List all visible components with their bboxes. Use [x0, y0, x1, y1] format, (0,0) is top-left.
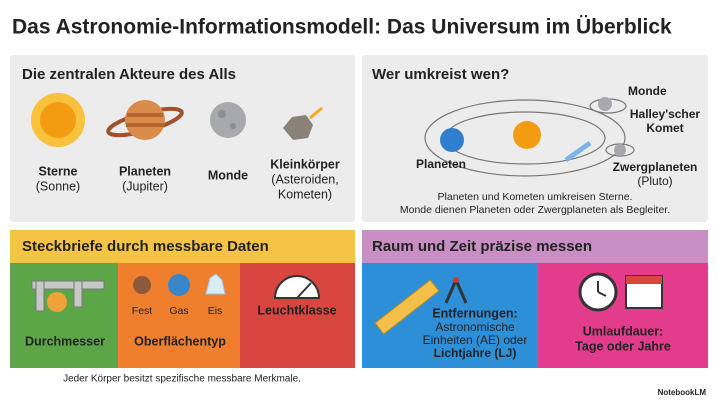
label: Tage oder Jahre: [575, 339, 671, 353]
title: Das Astronomie-Informationsmodell: Das U…: [12, 16, 672, 39]
ruler-icon: [374, 279, 440, 335]
label: Zwergplaneten: [613, 160, 698, 174]
label: Planeten: [416, 157, 466, 171]
footer-strip: [10, 368, 355, 390]
label: Kometen): [278, 187, 332, 201]
solid-icon: [133, 276, 151, 294]
gas-icon: [168, 274, 190, 296]
label: Kleinkörper: [270, 157, 340, 171]
gauge-icon: [273, 275, 321, 299]
caliper-icon: [31, 280, 105, 312]
column: [538, 263, 708, 368]
brand: NotebookLM: [658, 388, 707, 397]
label: Einheiten (AE) oder: [423, 333, 528, 347]
label: Jeder Körper besitzt spezifische messbar…: [63, 374, 301, 385]
label: Halley'scher: [630, 107, 701, 121]
label: Monde: [208, 168, 248, 182]
label: Oberflächentyp: [134, 334, 226, 348]
panel-header: [10, 230, 355, 263]
label: Leuchtklasse: [257, 303, 336, 317]
ice-icon: [205, 273, 226, 295]
profile-labels: Durchmesser Fest Gas Eis Oberflächentyp Leuch…: [25, 303, 337, 384]
label: Fest: [132, 305, 153, 317]
label: Planeten: [119, 164, 171, 178]
label: Planeten und Kometen umkreisen Sterne.: [438, 191, 633, 203]
moon-icon: [210, 102, 246, 138]
column: [10, 263, 118, 368]
jupiter-icon: [106, 100, 184, 140]
dwarf-planet-icon: [614, 144, 626, 156]
panel-header: [362, 230, 708, 263]
clock-icon: [578, 272, 618, 312]
label: (Pluto): [637, 174, 672, 188]
planet-icon: [440, 128, 464, 152]
label: (Jupiter): [122, 179, 168, 193]
comet-icon: [564, 140, 592, 163]
label: Sterne: [39, 164, 78, 178]
panel-heading: Steckbriefe durch messbare Daten: [22, 238, 269, 255]
label: Komet: [646, 121, 683, 135]
label: Umlaufdauer:: [583, 324, 664, 338]
calendar-icon: [625, 275, 663, 309]
label: Monde dienen Planeten oder Zwergplaneten…: [400, 204, 670, 216]
label: Astronomische: [435, 320, 515, 334]
asteroid-icon: [283, 106, 323, 140]
label: Lichtjahre (LJ): [434, 346, 517, 360]
actor-labels: Sterne(Sonne) Planeten(Jupiter) Monde Klein…: [36, 157, 340, 201]
label: Eis: [208, 305, 223, 317]
sun-icon: [31, 93, 85, 147]
panel-heading: Die zentralen Akteure des Alls: [22, 66, 236, 83]
label: Monde: [628, 84, 667, 98]
label: Entfernungen:: [432, 306, 517, 320]
label: Durchmesser: [25, 334, 105, 348]
sun-icon: [513, 121, 541, 149]
moon-icon: [598, 97, 612, 111]
panel: [10, 55, 355, 222]
panel-heading: Wer umkreist wen?: [372, 66, 509, 83]
panel-heading: Raum und Zeit präzise messen: [372, 238, 592, 255]
compass-icon: [444, 277, 468, 304]
label: (Asteroiden,: [271, 172, 338, 186]
label: (Sonne): [36, 179, 80, 193]
label: Gas: [169, 305, 188, 317]
